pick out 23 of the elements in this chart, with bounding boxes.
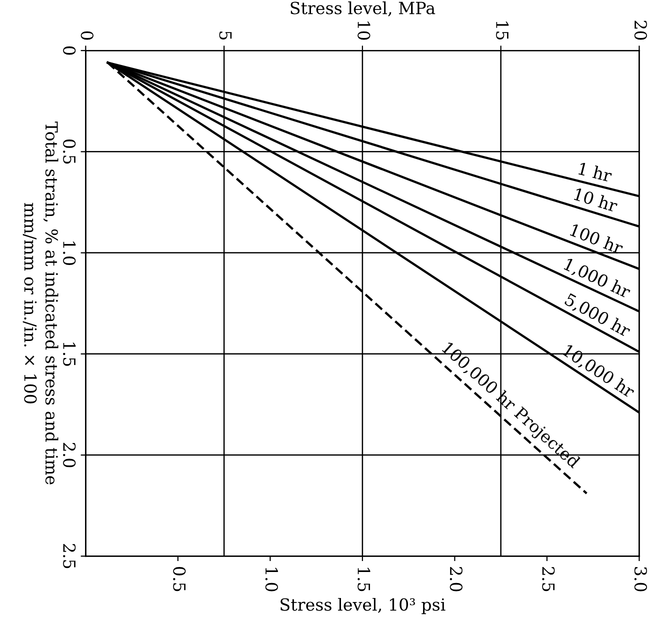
text: 10 hr	[574, 187, 619, 212]
y-tick-label: 0	[63, 46, 76, 55]
text: 100 hr	[570, 223, 624, 255]
x2-axis-title: Stress level, MPa	[290, 1, 436, 16]
x2-tick-label: 2.5	[542, 567, 555, 592]
x2-tick-label: 2.0	[450, 567, 462, 592]
x-tick-label: 10	[358, 22, 370, 40]
x2-tick-label: 1.5	[358, 568, 370, 592]
x-tick-label: 0	[80, 31, 94, 40]
y-tick-label: 0.5	[63, 140, 76, 164]
x-tick-label: 20	[634, 20, 647, 40]
y-tick-label: 2.0	[63, 442, 76, 468]
x-tick-label: 5	[219, 32, 232, 40]
x-tick-label: 15	[496, 22, 509, 40]
x2-tick-label: 0.5	[173, 566, 186, 592]
y-tick-label: 1.0	[63, 242, 76, 265]
x2-tick-label: 3.0	[634, 567, 647, 592]
text: 1 hr	[578, 162, 613, 182]
y-tick-label: 1.5	[63, 342, 76, 366]
y-tick-label: 2.5	[63, 544, 76, 568]
x2-tick-label: 1.0	[265, 568, 278, 592]
x-axis-title: Stress level, 10³ psi	[280, 598, 446, 614]
y-axis-title: Total strain, % at indicated stress and time mm/mm or in./in. × 100	[22, 122, 58, 484]
